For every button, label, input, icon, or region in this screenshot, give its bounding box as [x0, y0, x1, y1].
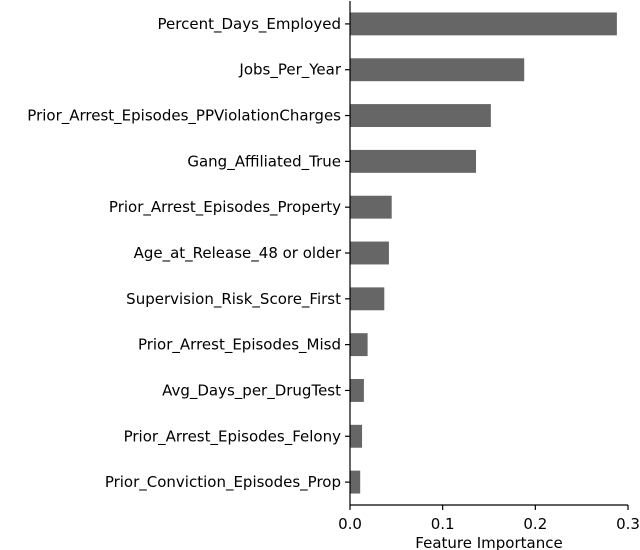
y-tick-label-7: Prior_Arrest_Episodes_Misd — [138, 336, 341, 355]
bar-9 — [350, 424, 363, 448]
bar-3 — [350, 149, 477, 173]
bar-0 — [350, 12, 617, 36]
y-tick-label-6: Supervision_Risk_Score_First — [126, 290, 341, 309]
bar-6 — [350, 287, 385, 311]
y-tick-label-9: Prior_Arrest_Episodes_Felony — [124, 427, 341, 446]
bar-4 — [350, 195, 392, 219]
x-tick-label-0: 0.0 — [338, 515, 362, 533]
bar-1 — [350, 58, 525, 82]
x-axis-label: Feature Importance — [415, 534, 562, 550]
x-ticks: 0.0 0.1 0.2 0.3 — [338, 505, 640, 533]
y-tick-label-8: Avg_Days_per_DrugTest — [162, 381, 341, 400]
y-tick-label-2: Prior_Arrest_Episodes_PPViolationCharges — [27, 107, 341, 126]
bar-8 — [350, 379, 364, 402]
x-tick-label-3: 0.3 — [616, 515, 640, 533]
y-tick-label-3: Gang_Affiliated_True — [187, 152, 341, 171]
y-tick-label-10: Prior_Conviction_Episodes_Prop — [105, 473, 341, 492]
bar-2 — [350, 104, 491, 127]
y-tick-label-5: Age_at_Release_48 or older — [134, 244, 342, 263]
y-tick-label-1: Jobs_Per_Year — [238, 61, 341, 80]
y-tick-label-0: Percent_Days_Employed — [158, 15, 341, 34]
bar-7 — [350, 333, 368, 357]
y-tick-label-4: Prior_Arrest_Episodes_Property — [109, 198, 341, 217]
y-tick-labels: Percent_Days_Employed Jobs_Per_Year Prior_… — [27, 15, 350, 492]
bar-10 — [350, 470, 361, 494]
x-tick-label-2: 0.2 — [523, 515, 547, 533]
x-tick-label-1: 0.1 — [431, 515, 455, 533]
bars-group — [350, 12, 617, 494]
bar-5 — [350, 241, 389, 265]
